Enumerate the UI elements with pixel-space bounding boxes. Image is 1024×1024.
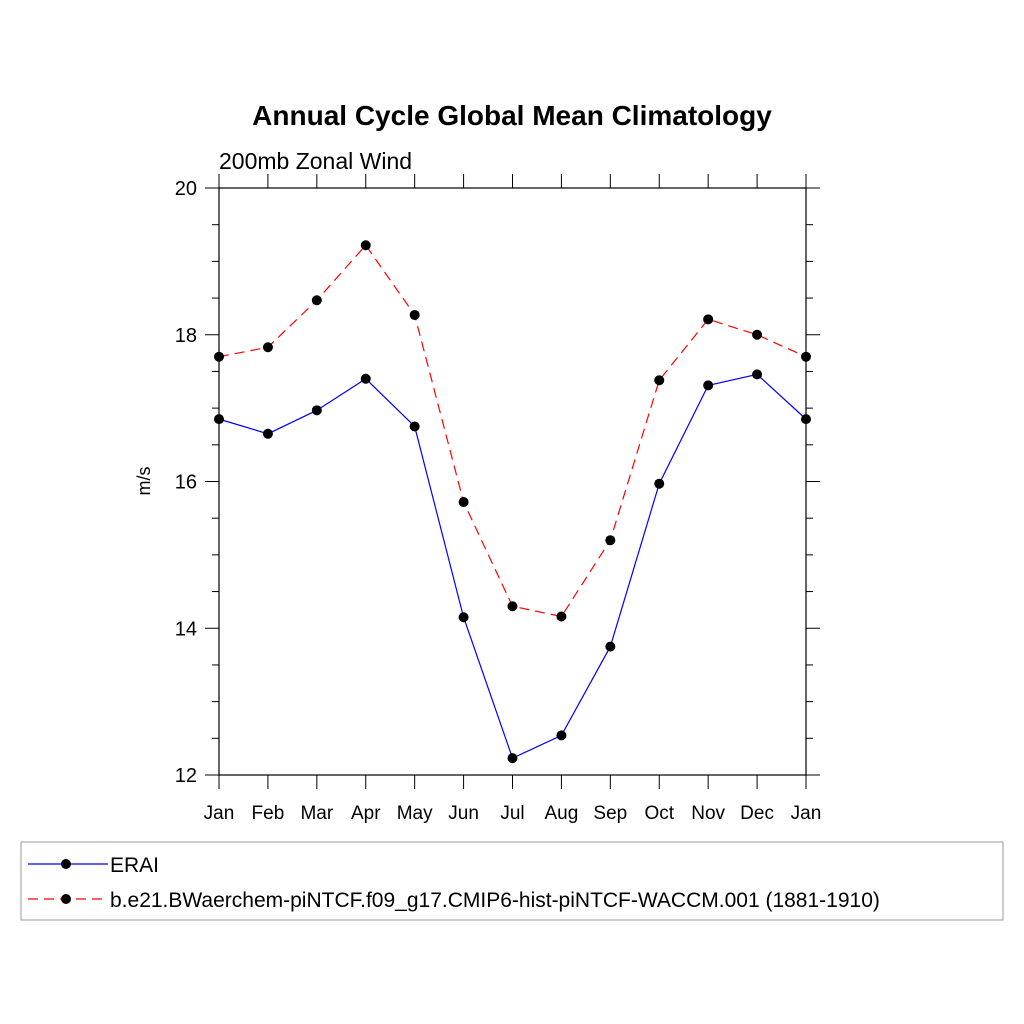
y-axis-label: m/s xyxy=(134,467,154,496)
data-point-series-1 xyxy=(703,380,714,391)
data-point-series-1 xyxy=(409,421,420,432)
x-tick-label: Jun xyxy=(448,803,479,824)
legend-label-2: b.e21.BWaerchem-piNTCF.f09_g17.CMIP6-his… xyxy=(110,889,880,912)
x-tick-label: Dec xyxy=(740,803,774,824)
data-point-series-2 xyxy=(654,375,665,386)
x-tick-label: Oct xyxy=(644,803,674,824)
y-tick-label: 16 xyxy=(175,472,197,494)
data-point-series-1 xyxy=(360,373,371,384)
y-tick-label: 18 xyxy=(175,325,197,347)
series-layer xyxy=(214,240,811,764)
data-point-series-2 xyxy=(458,497,469,508)
legend-marker-1 xyxy=(61,859,71,869)
x-tick-label: Feb xyxy=(252,803,285,824)
chart-subtitle: 200mb Zonal Wind xyxy=(219,148,412,174)
y-tick-label: 20 xyxy=(175,178,197,200)
data-point-series-2 xyxy=(214,351,224,362)
x-tick-label: Jul xyxy=(500,803,524,824)
axis-ticks xyxy=(205,174,820,789)
data-point-series-2 xyxy=(752,329,763,340)
x-tick-label: Apr xyxy=(351,803,381,824)
legend-marker-2 xyxy=(61,894,71,904)
data-point-series-2 xyxy=(556,611,567,622)
data-point-series-1 xyxy=(311,405,322,416)
series-line-1 xyxy=(218,373,807,759)
data-point-series-2 xyxy=(409,309,420,320)
legend: ERAI b.e21.BWaerchem-piNTCF.f09_g17.CMIP6… xyxy=(28,854,880,912)
x-tick-label: Mar xyxy=(300,803,333,824)
x-tick-labels: Jan Feb Mar Apr May Jun Jul Aug Sep Oct Nov Dec Jan xyxy=(204,803,822,824)
series-line-2 xyxy=(218,244,807,618)
y-tick-labels: 12 14 16 18 20 xyxy=(175,178,197,787)
x-tick-label: Aug xyxy=(545,803,579,824)
data-point-series-1 xyxy=(507,753,518,764)
plot-frame xyxy=(218,187,807,776)
data-point-series-2 xyxy=(507,601,518,612)
data-point-series-1 xyxy=(654,478,665,489)
data-point-series-1 xyxy=(556,730,567,741)
data-point-series-2 xyxy=(262,342,273,353)
data-point-series-1 xyxy=(214,414,224,425)
data-point-series-1 xyxy=(262,428,273,439)
chart-title: Annual Cycle Global Mean Climatology xyxy=(252,100,772,131)
x-tick-label: Nov xyxy=(691,803,725,824)
y-tick-label: 12 xyxy=(175,765,197,787)
x-tick-label: Jan xyxy=(791,803,822,824)
legend-label-1: ERAI xyxy=(110,854,159,877)
x-tick-label: Sep xyxy=(593,803,627,824)
data-point-series-2 xyxy=(605,535,616,546)
x-tick-label: Jan xyxy=(204,803,235,824)
data-point-series-1 xyxy=(752,369,763,380)
data-point-series-2 xyxy=(703,314,714,325)
data-point-series-2 xyxy=(801,351,811,362)
data-point-series-2 xyxy=(360,240,371,251)
data-point-series-2 xyxy=(311,295,322,306)
data-point-series-1 xyxy=(801,414,811,425)
x-tick-label: May xyxy=(397,803,433,824)
data-point-series-1 xyxy=(458,612,469,623)
legend-box xyxy=(20,841,1004,921)
data-point-series-1 xyxy=(605,641,616,652)
y-tick-label: 14 xyxy=(175,618,197,640)
